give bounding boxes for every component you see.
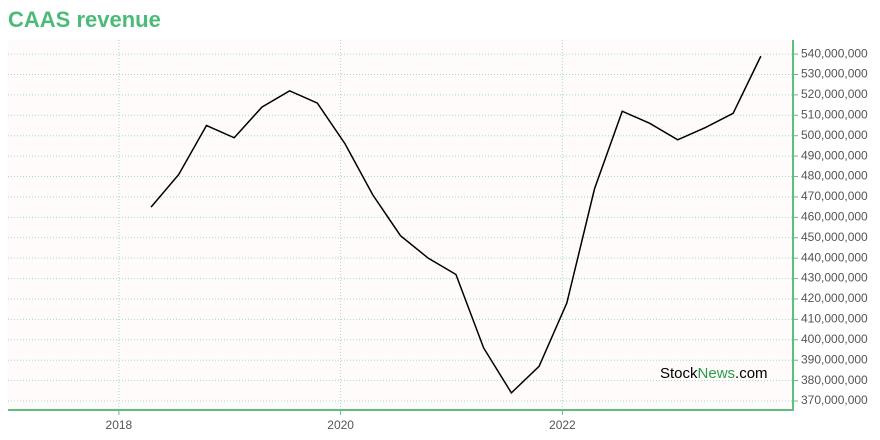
y-tick-label: 510,000,000 [801,107,868,121]
watermark-part: .com [735,365,768,382]
watermark: StockNews.com [660,365,768,382]
data-line [150,55,762,395]
y-tick-label: 470,000,000 [801,189,868,203]
x-tick-label: 2018 [106,418,133,432]
y-tick-label: 430,000,000 [801,271,868,285]
y-tick-label: 540,000,000 [801,46,868,60]
y-tick-label: 370,000,000 [801,393,868,407]
y-tick-label: 520,000,000 [801,87,868,101]
y-tick-label: 480,000,000 [801,169,868,183]
chart-title: CAAS revenue [8,7,161,32]
y-tick-label: 410,000,000 [801,312,868,326]
y-tick-label: 500,000,000 [801,128,868,142]
y-tick-label: 380,000,000 [801,373,868,387]
x-tick-label: 2020 [327,418,354,432]
y-tick-label: 460,000,000 [801,210,868,224]
y-tick-label: 490,000,000 [801,148,868,162]
watermark-part: Stock [660,365,698,382]
watermark-part: News [698,365,736,382]
x-tick-label: 2022 [549,418,576,432]
y-tick-label: 530,000,000 [801,67,868,81]
plot-area [8,40,793,410]
y-tick-label: 450,000,000 [801,230,868,244]
y-tick-label: 390,000,000 [801,352,868,366]
y-tick-label: 440,000,000 [801,250,868,264]
y-tick-label: 400,000,000 [801,332,868,346]
y-tick-label: 420,000,000 [801,291,868,305]
